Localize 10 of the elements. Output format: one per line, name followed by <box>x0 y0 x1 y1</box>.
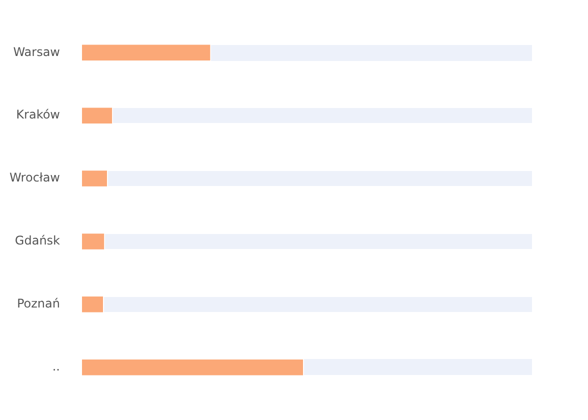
bar <box>82 296 103 312</box>
y-tick-label: Wrocław <box>9 170 60 185</box>
bar <box>82 170 107 186</box>
bar <box>82 108 112 124</box>
y-tick-label: Poznań <box>16 296 60 311</box>
y-tick-label: Gdańsk <box>14 234 60 248</box>
y-tick-label: Kraków <box>16 108 60 122</box>
y-tick-label: Warsaw <box>13 44 60 59</box>
y-tick-label: .. <box>52 359 60 374</box>
bar <box>82 234 104 250</box>
